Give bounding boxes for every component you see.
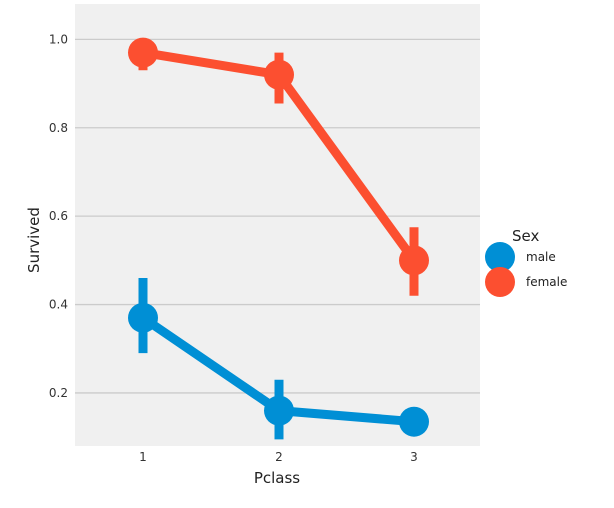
y-tick-label: 0.6	[49, 209, 68, 223]
data-point-female	[128, 37, 158, 68]
y-tick-label: 1.0	[49, 32, 68, 46]
y-axis-label: Survived	[25, 207, 43, 273]
y-tick-label: 0.4	[49, 298, 68, 312]
legend: Sex male female	[485, 227, 567, 297]
legend-marker-male	[485, 242, 515, 272]
x-tick-label: 1	[139, 450, 147, 464]
x-tick-label: 2	[275, 450, 283, 464]
series-male	[128, 278, 429, 440]
data-point-female	[264, 59, 294, 90]
y-tick-label: 0.8	[49, 121, 68, 135]
legend-label-female: female	[526, 275, 567, 289]
series-layer	[128, 37, 429, 440]
legend-marker-female	[485, 267, 515, 297]
y-tick-label: 0.2	[49, 386, 68, 400]
data-point-male	[264, 395, 294, 426]
legend-label-male: male	[526, 250, 556, 264]
y-tick-labels: 0.2 0.4 0.6 0.8 1.0	[49, 32, 68, 400]
x-axis-label: Pclass	[254, 469, 300, 487]
data-point-male	[399, 406, 429, 437]
x-tick-label: 3	[410, 450, 418, 464]
series-female	[128, 37, 429, 296]
legend-title: Sex	[512, 227, 539, 245]
x-tick-labels: 1 2 3	[139, 450, 418, 464]
data-point-male	[128, 302, 158, 333]
data-point-female	[399, 245, 429, 276]
